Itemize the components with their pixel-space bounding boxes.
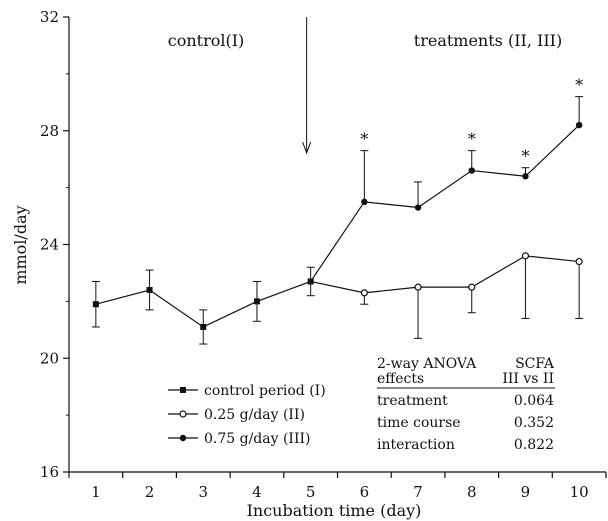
data-point-low-dose <box>521 252 530 260</box>
data-point-high-dose <box>522 173 529 180</box>
series-line-2 <box>310 124 580 282</box>
table-header-right-2: III vs II <box>502 371 554 387</box>
filled-circle-marker-icon <box>179 434 187 442</box>
data-point-low-dose <box>360 289 368 297</box>
x-tick-label-1: 1 <box>91 483 101 501</box>
legend-item-high-dose: 0.75 g/day (III) <box>168 431 310 447</box>
significance-star: * <box>360 130 368 149</box>
x-tick-label-6: 6 <box>360 483 370 501</box>
x-tick-label-3: 3 <box>198 483 208 501</box>
data-point-control <box>92 301 99 308</box>
y-tick-label-20: 20 <box>40 349 59 367</box>
anova-stats-table: 2-way ANOVA effects SCFA III vs II treat… <box>377 356 555 453</box>
legend-label-low-dose: 0.25 g/day (II) <box>204 407 305 423</box>
data-point-high-dose <box>575 121 583 129</box>
data-point-low-dose <box>414 283 422 291</box>
y-tick-label-28: 28 <box>40 122 59 140</box>
table-rows: treatment 0.064 time course 0.352 interactio… <box>377 393 554 453</box>
significance-star: * <box>521 147 529 166</box>
y-tick-label-16: 16 <box>40 463 59 481</box>
y-tick-label-24: 24 <box>40 236 59 254</box>
treatments-annotation: treatments (II, III) <box>414 31 562 50</box>
axes: 16 20 24 28 32 1 2 3 4 5 6 7 8 9 10 <box>40 8 607 501</box>
legend: control period (I) 0.25 g/day (II) 0.75 … <box>168 383 326 447</box>
data-point-high-dose <box>468 167 475 174</box>
treatment-start-arrow <box>302 17 312 155</box>
data-point-high-dose <box>414 204 422 211</box>
series-lines <box>95 124 580 328</box>
data-point-low-dose <box>575 257 583 266</box>
y-tick-label-32: 32 <box>40 8 59 26</box>
x-axis-label: Incubation time (day) <box>247 501 422 520</box>
table-header-left-2: effects <box>377 371 424 387</box>
data-point-low-dose <box>468 283 476 291</box>
table-row-label: time course <box>377 415 461 431</box>
table-row-value: 0.822 <box>514 437 554 453</box>
significance-star: * <box>468 130 476 149</box>
data-point-high-dose <box>361 198 368 206</box>
series-markers <box>92 121 583 330</box>
table-row-label: treatment <box>377 393 448 409</box>
table-header-right-1: SCFA <box>515 356 555 372</box>
x-tick-label-4: 4 <box>252 483 262 501</box>
control-period-annotation: control(I) <box>168 31 245 50</box>
y-axis-label: mmol/day <box>11 205 30 284</box>
data-point-control <box>307 278 314 285</box>
x-tick-label-7: 7 <box>413 483 423 501</box>
legend-label-high-dose: 0.75 g/day (III) <box>204 431 310 447</box>
x-tick-label-9: 9 <box>521 483 531 501</box>
data-point-control <box>200 323 207 330</box>
legend-item-low-dose: 0.25 g/day (II) <box>168 407 305 423</box>
table-header-left-1: 2-way ANOVA <box>377 356 477 372</box>
legend-item-control: control period (I) <box>168 383 326 399</box>
x-tick-label-2: 2 <box>145 483 155 501</box>
table-row-value: 0.352 <box>514 415 554 431</box>
significance-marks: * * * * <box>360 76 583 166</box>
open-circle-marker-icon <box>179 410 187 418</box>
data-point-control <box>253 298 260 305</box>
square-marker-icon <box>180 387 186 393</box>
data-point-control <box>146 287 153 293</box>
table-row-value: 0.064 <box>514 393 554 409</box>
x-tick-label-10: 10 <box>570 483 589 501</box>
table-row-label: interaction <box>377 437 455 453</box>
x-tick-label-8: 8 <box>467 483 477 501</box>
significance-star: * <box>575 76 583 95</box>
series-line-1 <box>310 255 580 294</box>
legend-label-control: control period (I) <box>204 383 326 399</box>
arrow-head-icon <box>302 141 312 155</box>
x-tick-label-5: 5 <box>306 483 316 501</box>
error-bars <box>91 96 584 345</box>
